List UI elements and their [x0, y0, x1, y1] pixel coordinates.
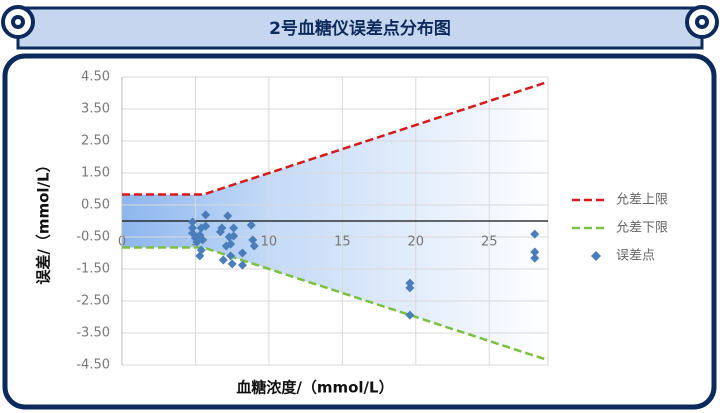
x-tick-label: 15: [334, 235, 351, 250]
y-tick-label: 0.50: [81, 198, 110, 213]
error-point: [226, 239, 236, 249]
legend-swatch: [591, 251, 601, 261]
y-tick-label: 2.50: [81, 134, 110, 149]
error-point: [405, 283, 415, 293]
x-tick-label: 10: [261, 235, 278, 250]
error-point: [248, 235, 258, 245]
error-point: [201, 221, 211, 231]
error-point: [246, 220, 256, 230]
error-point: [195, 251, 205, 261]
error-point: [229, 231, 239, 241]
error-point: [405, 310, 415, 320]
error-point: [217, 223, 227, 233]
error-point: [201, 210, 211, 220]
legend-label: 误差点: [616, 249, 655, 264]
error-point: [530, 229, 540, 239]
legend-label: 允差上限: [616, 192, 668, 208]
y-tick-label: -3.50: [76, 326, 110, 341]
corner-ornament: [1, 5, 719, 39]
error-point: [188, 217, 198, 227]
error-point: [218, 255, 228, 265]
error-point: [226, 251, 236, 261]
error-point: [530, 253, 540, 263]
limit-line: [122, 246, 549, 362]
error-point: [249, 241, 259, 251]
error-point: [188, 223, 198, 233]
title-banner: [16, 6, 704, 50]
error-point: [198, 235, 208, 245]
x-axis-label: 血糖浓度/（mmol/L）: [236, 379, 393, 397]
limit-line: [122, 80, 549, 196]
error-point: [405, 278, 415, 288]
plot: 4.50 3.50 2.50 1.50 0.50 -0.50 -1.50 -2.50 -3.50…: [76, 70, 549, 373]
y-tick-label: -0.50: [76, 230, 110, 245]
x-tick-label: 25: [481, 235, 498, 250]
error-point: [227, 259, 237, 269]
chart-title: 2号血糖仪误差点分布图: [269, 18, 451, 39]
error-point: [237, 248, 247, 258]
error-point: [530, 247, 540, 257]
y-tick-label: -4.50: [76, 358, 110, 373]
error-point: [223, 211, 233, 221]
error-point: [237, 260, 247, 270]
y-axis-label: 误差/（mmol/L）: [35, 157, 53, 284]
y-tick-label: -1.50: [76, 262, 110, 277]
legend-label: 允差下限: [616, 220, 668, 236]
y-tick-label: 3.50: [81, 102, 110, 117]
y-tick-label: -2.50: [76, 294, 110, 309]
y-tick-label: 4.50: [81, 70, 110, 85]
y-tick-label: 1.50: [81, 166, 110, 181]
error-point: [229, 223, 239, 233]
x-tick-label: 20: [408, 235, 425, 250]
